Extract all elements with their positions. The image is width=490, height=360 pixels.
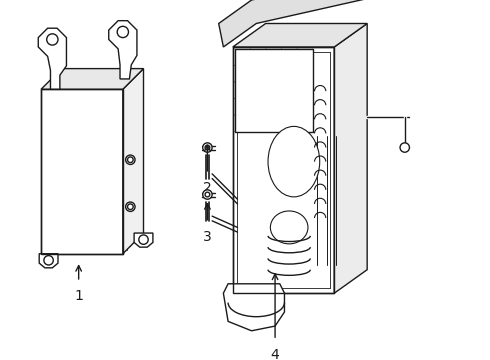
Circle shape [125,155,135,165]
Circle shape [44,256,53,265]
Circle shape [205,192,210,197]
Ellipse shape [270,211,308,244]
Circle shape [117,26,128,37]
Polygon shape [134,233,153,247]
Circle shape [47,34,58,45]
Text: 3: 3 [203,230,212,244]
Polygon shape [38,28,67,89]
Circle shape [125,202,135,211]
Polygon shape [219,0,423,47]
Polygon shape [109,21,137,79]
Circle shape [205,145,210,150]
Circle shape [203,143,212,152]
Circle shape [400,143,410,152]
Bar [233,47,334,293]
Text: 2: 2 [203,181,212,195]
Circle shape [139,235,148,244]
Bar [41,89,123,254]
Circle shape [203,190,212,199]
Polygon shape [123,69,144,254]
Text: 1: 1 [74,289,83,303]
Polygon shape [223,284,285,331]
Circle shape [127,157,133,163]
Bar [235,49,313,131]
Polygon shape [39,254,58,268]
Polygon shape [233,23,367,47]
Bar [41,89,123,254]
Bar [233,47,334,293]
Polygon shape [41,69,144,89]
Circle shape [127,204,133,210]
Polygon shape [334,23,367,293]
Ellipse shape [268,126,319,197]
Text: 4: 4 [270,348,279,360]
